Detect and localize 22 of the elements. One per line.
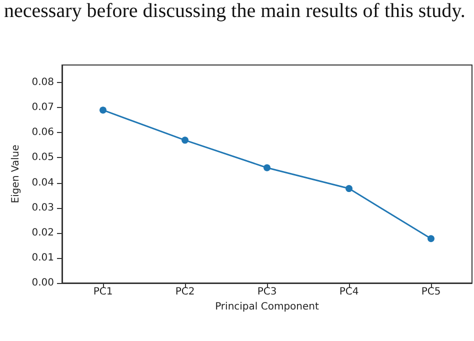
x-axis-title: Principal Component [215, 301, 319, 312]
x-tick-label: PC5 [421, 286, 441, 298]
y-tick-label: 0.02 [32, 227, 54, 238]
y-tick-label: 0.00 [32, 278, 54, 288]
x-tick-label: PC4 [339, 286, 359, 298]
point [264, 164, 270, 172]
point [100, 106, 106, 114]
point [346, 185, 352, 192]
y-tick-label: 0.03 [32, 202, 54, 214]
y-tick-label: 0.08 [32, 77, 54, 88]
point [428, 235, 434, 242]
y-tick-label: 0.05 [32, 152, 54, 164]
x-tick-label: PC2 [175, 286, 195, 298]
y-tick-label: 0.01 [32, 252, 54, 264]
y-tick-label: 0.04 [32, 177, 54, 188]
x-tick-label: PC1 [93, 286, 113, 298]
y-tick-label: 0.06 [32, 127, 54, 138]
text: necessary before discussing the main results of this study. [4, 0, 466, 22]
y-tick-label: 0.07 [32, 102, 54, 114]
x-tick-label: PC3 [257, 286, 277, 298]
point [182, 136, 188, 144]
y-axis-title: Eigen Value [10, 144, 22, 204]
